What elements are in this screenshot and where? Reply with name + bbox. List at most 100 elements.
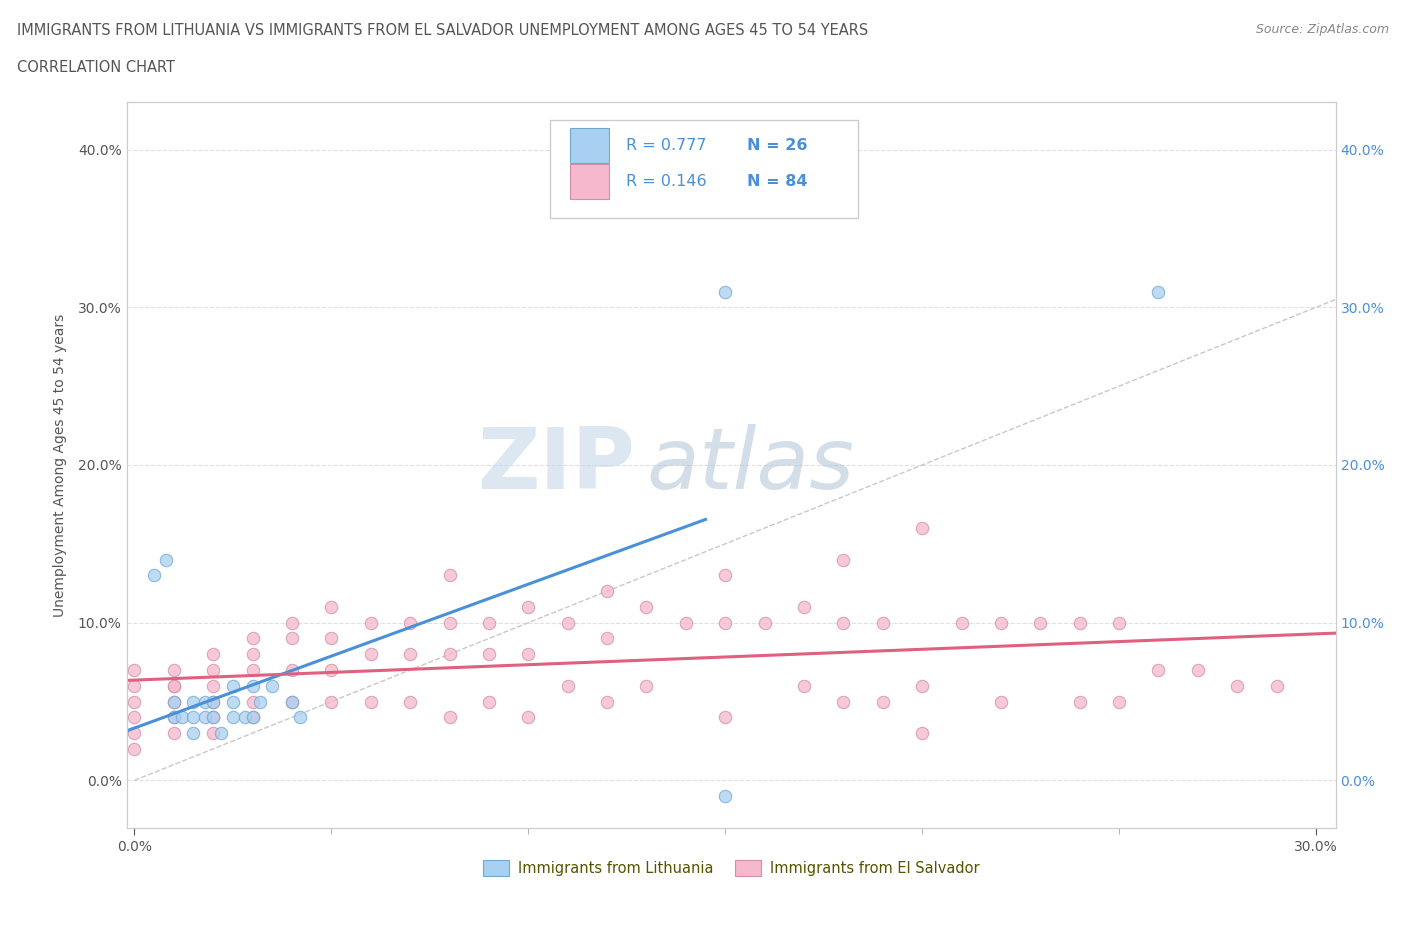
Legend: Immigrants from Lithuania, Immigrants from El Salvador: Immigrants from Lithuania, Immigrants fr…: [477, 855, 986, 882]
Point: [321, 600, 343, 615]
Point: [242, 662, 264, 677]
Point: [399, 694, 422, 709]
Point: [202, 694, 225, 709]
Point: [832, 552, 855, 567]
Point: [143, 568, 166, 583]
Point: [124, 694, 146, 709]
Point: [1226, 678, 1249, 693]
Point: [478, 694, 501, 709]
Point: [636, 678, 658, 693]
Point: [832, 694, 855, 709]
Point: [911, 678, 934, 693]
Point: [183, 725, 205, 740]
Point: [360, 646, 382, 661]
Point: [714, 710, 737, 724]
Text: ZIP: ZIP: [477, 423, 634, 507]
Point: [439, 616, 461, 631]
Point: [557, 678, 579, 693]
Point: [714, 616, 737, 631]
Text: R = 0.146: R = 0.146: [626, 174, 707, 189]
Point: [202, 678, 225, 693]
Point: [202, 725, 225, 740]
Point: [872, 616, 894, 631]
Point: [288, 710, 311, 724]
Point: [478, 646, 501, 661]
Point: [872, 694, 894, 709]
Point: [1147, 662, 1170, 677]
Point: [155, 552, 177, 567]
Text: R = 0.777: R = 0.777: [626, 138, 706, 153]
Point: [1187, 662, 1209, 677]
Point: [990, 694, 1012, 709]
Text: Source: ZipAtlas.com: Source: ZipAtlas.com: [1256, 23, 1389, 36]
Point: [439, 568, 461, 583]
Point: [557, 616, 579, 631]
Point: [1029, 616, 1052, 631]
Point: [163, 710, 186, 724]
Point: [281, 631, 304, 646]
Y-axis label: Unemployment Among Ages 45 to 54 years: Unemployment Among Ages 45 to 54 years: [52, 313, 66, 617]
Point: [517, 646, 540, 661]
FancyBboxPatch shape: [571, 164, 609, 199]
Point: [194, 694, 217, 709]
Point: [233, 710, 256, 724]
Text: CORRELATION CHART: CORRELATION CHART: [17, 60, 174, 75]
Point: [222, 710, 245, 724]
Point: [439, 646, 461, 661]
Point: [163, 662, 186, 677]
Point: [478, 616, 501, 631]
Point: [1069, 616, 1091, 631]
Point: [163, 725, 186, 740]
Point: [321, 694, 343, 709]
Point: [360, 616, 382, 631]
Point: [911, 521, 934, 536]
Point: [281, 662, 304, 677]
Text: N = 26: N = 26: [747, 138, 807, 153]
Point: [124, 725, 146, 740]
Point: [281, 616, 304, 631]
Point: [242, 678, 264, 693]
Point: [249, 694, 271, 709]
Point: [163, 694, 186, 709]
Point: [1069, 694, 1091, 709]
Point: [793, 678, 815, 693]
FancyBboxPatch shape: [571, 127, 609, 163]
Point: [793, 600, 815, 615]
Point: [163, 694, 186, 709]
Point: [124, 741, 146, 756]
Point: [242, 694, 264, 709]
Point: [183, 710, 205, 724]
Point: [124, 662, 146, 677]
Point: [360, 694, 382, 709]
Point: [399, 616, 422, 631]
Point: [222, 678, 245, 693]
Point: [202, 662, 225, 677]
Point: [194, 710, 217, 724]
Point: [202, 710, 225, 724]
Point: [242, 710, 264, 724]
Point: [754, 616, 776, 631]
Point: [262, 678, 284, 693]
Point: [202, 694, 225, 709]
FancyBboxPatch shape: [550, 121, 858, 219]
Point: [281, 694, 304, 709]
Text: IMMIGRANTS FROM LITHUANIA VS IMMIGRANTS FROM EL SALVADOR UNEMPLOYMENT AMONG AGES: IMMIGRANTS FROM LITHUANIA VS IMMIGRANTS …: [17, 23, 868, 38]
Point: [183, 694, 205, 709]
Text: N = 84: N = 84: [747, 174, 807, 189]
Point: [596, 584, 619, 599]
Point: [163, 678, 186, 693]
Point: [209, 725, 232, 740]
Point: [714, 789, 737, 804]
Point: [163, 678, 186, 693]
Point: [714, 568, 737, 583]
Point: [242, 646, 264, 661]
Point: [163, 710, 186, 724]
Point: [1265, 678, 1288, 693]
Point: [517, 710, 540, 724]
Point: [596, 694, 619, 709]
Point: [636, 600, 658, 615]
Point: [242, 631, 264, 646]
Point: [1108, 616, 1130, 631]
Text: atlas: atlas: [647, 423, 855, 507]
Point: [714, 284, 737, 299]
